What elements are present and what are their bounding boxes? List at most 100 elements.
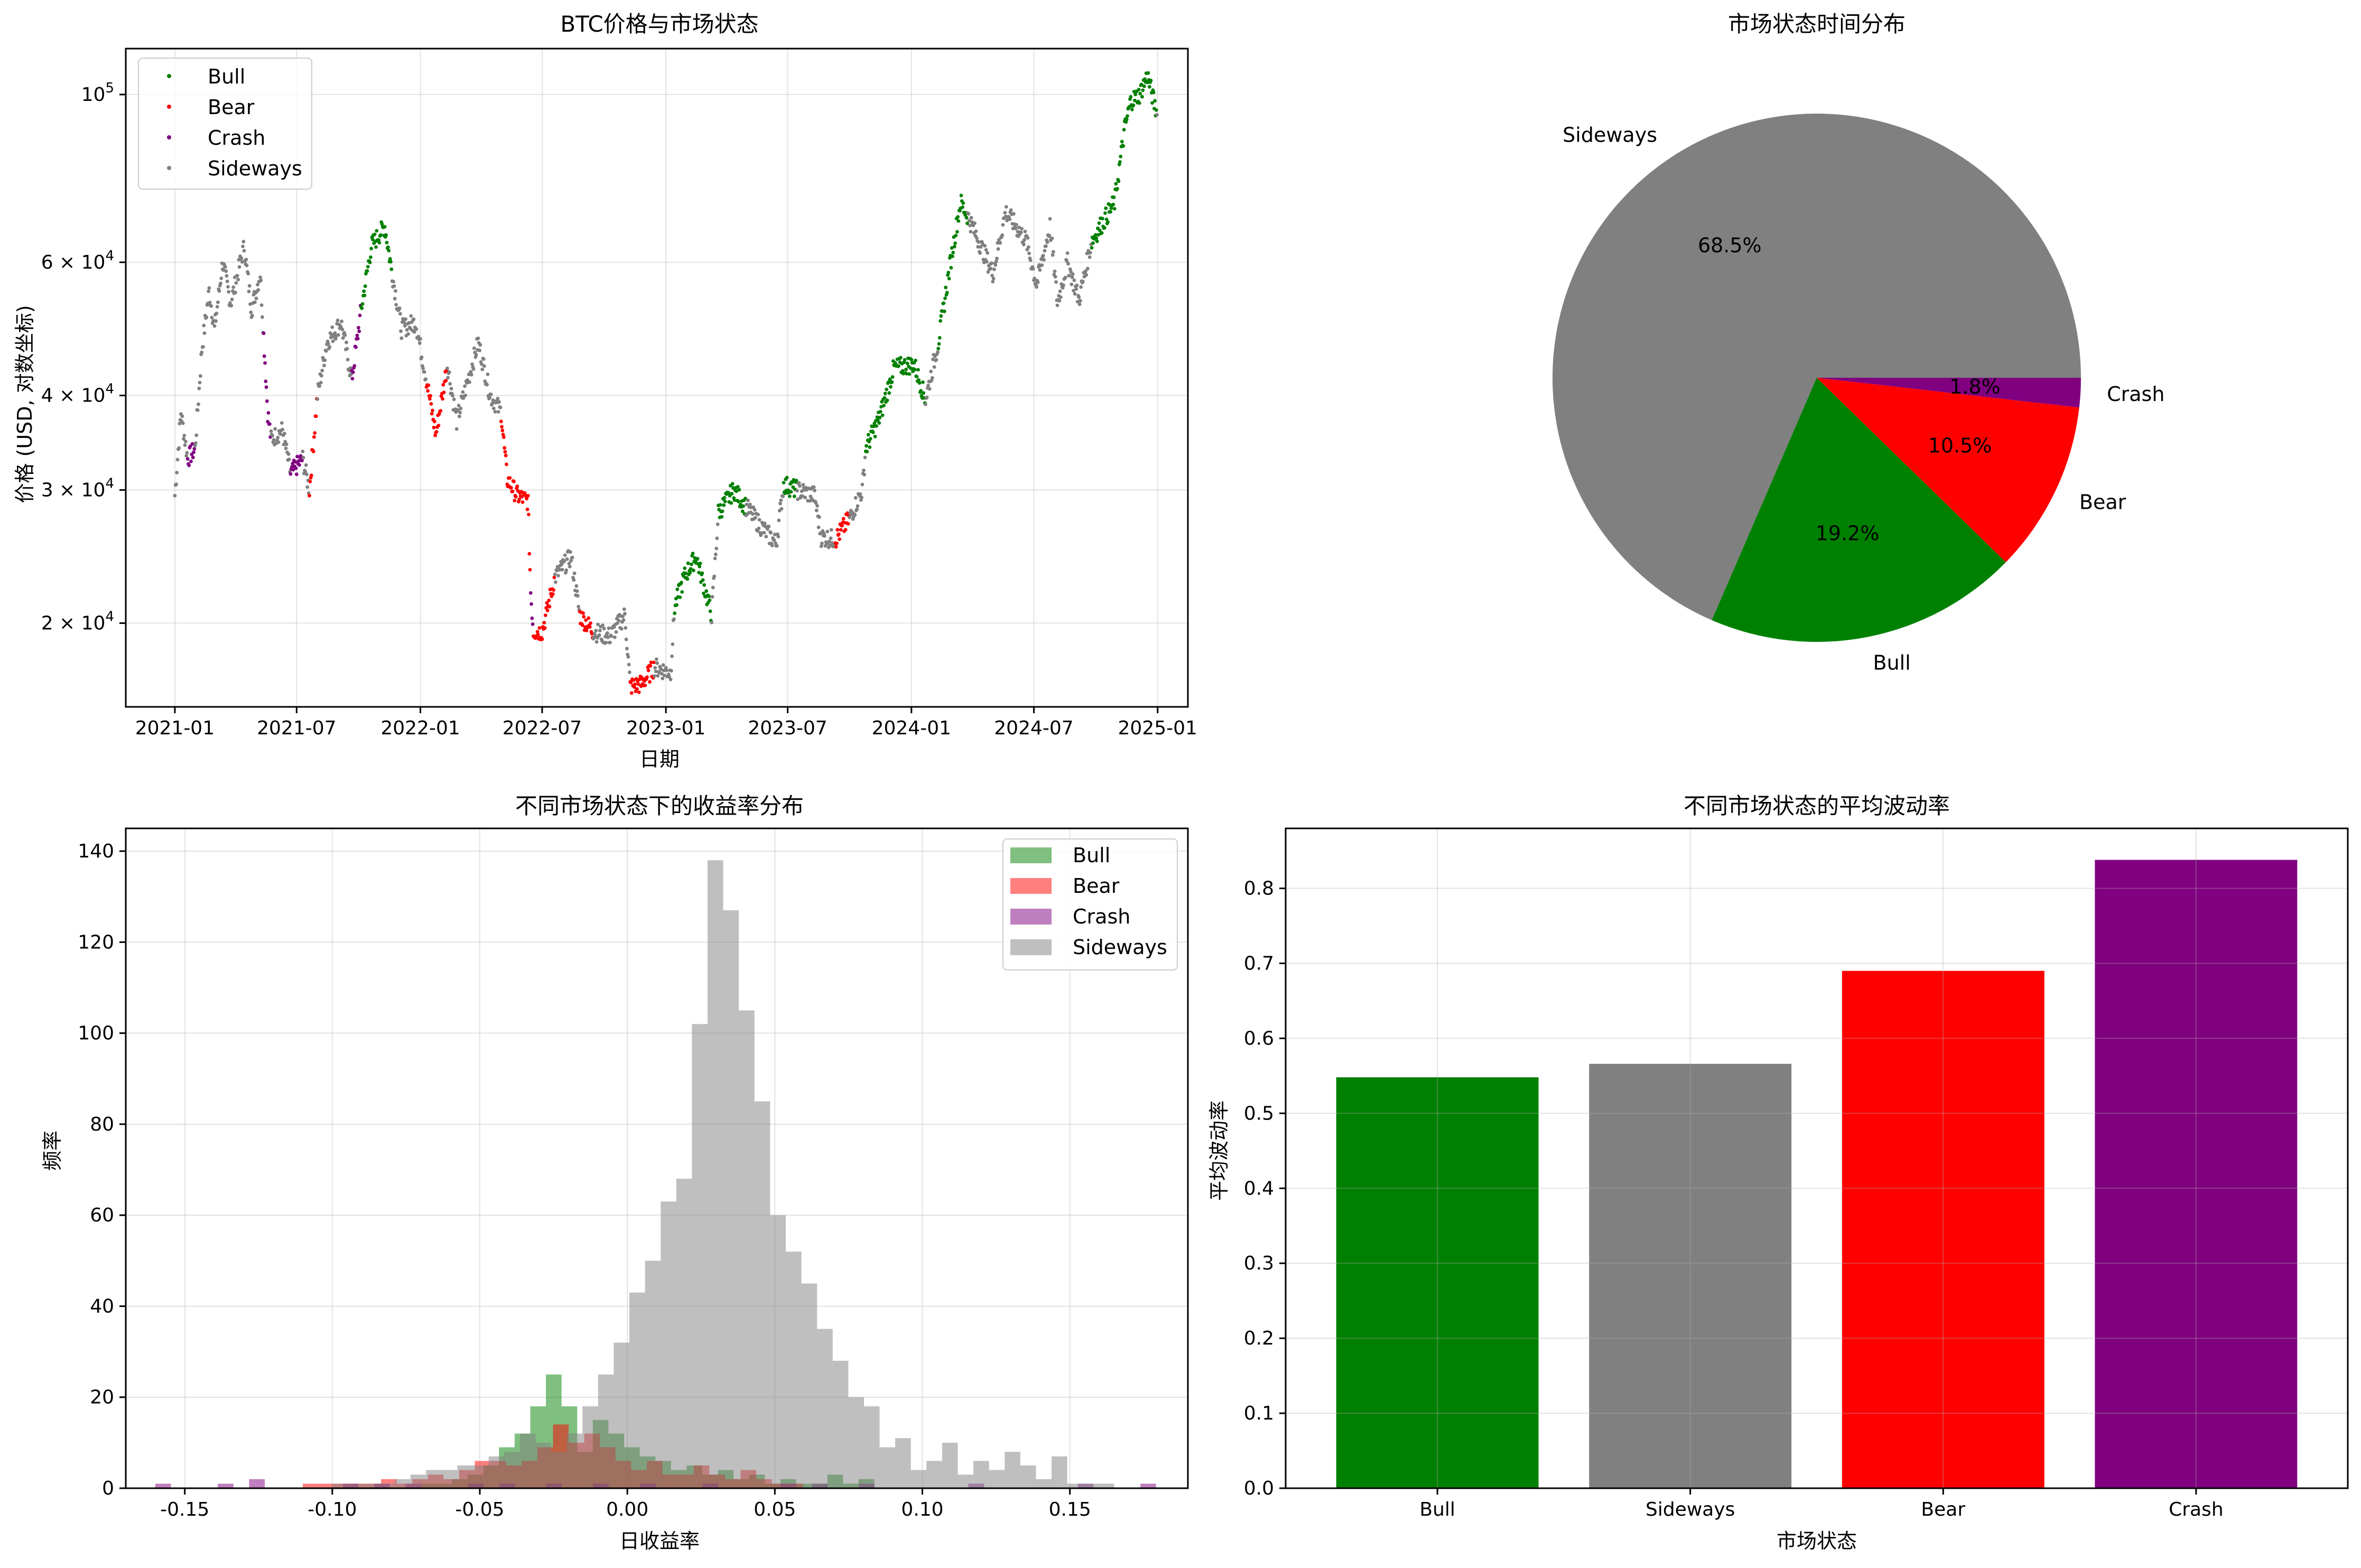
price-point-bull: [905, 361, 909, 366]
price-point-sideways: [1072, 288, 1075, 293]
price-point-sideways: [759, 531, 764, 535]
bar-chart-frame: [1285, 827, 2349, 1489]
price-point-sideways: [489, 393, 493, 396]
price-point-sideways: [407, 321, 411, 325]
price-point-bear: [633, 682, 637, 686]
price-point-sideways: [1045, 240, 1049, 244]
price-point-sideways: [272, 438, 276, 442]
price-point-sideways: [281, 427, 284, 432]
price-point-bull: [720, 515, 724, 519]
hist-bar-sideways: [786, 1252, 802, 1488]
price-point-sideways: [565, 557, 569, 561]
price-point-sideways: [1019, 230, 1023, 235]
price-point-bull: [917, 381, 922, 385]
price-point-bear: [502, 435, 506, 439]
price-point-sideways: [973, 221, 977, 225]
price-point-bull: [939, 314, 943, 318]
price-point-sideways: [480, 362, 484, 366]
price-point-sideways: [258, 275, 262, 279]
hist-legend-swatch-crash: [1010, 909, 1052, 925]
price-point-sideways: [823, 534, 826, 538]
price-point-bull: [1104, 217, 1109, 221]
price-point-bull: [1094, 236, 1099, 240]
hist-bar-sideways: [910, 1470, 927, 1488]
price-point-bull: [680, 581, 683, 584]
price-point-sideways: [627, 662, 631, 667]
price-y-tick-label: 3 × 104: [41, 475, 114, 501]
price-point-sideways: [715, 536, 719, 540]
histogram-xlabel: 日收益率: [619, 1529, 700, 1553]
hist-bar-sideways: [723, 910, 739, 1488]
price-point-sideways: [1055, 303, 1059, 307]
price-point-sideways: [927, 387, 932, 391]
price-point-sideways: [1063, 275, 1067, 279]
price-point-sideways: [287, 458, 291, 461]
price-point-sideways: [259, 278, 263, 283]
price-point-bear: [504, 453, 508, 458]
price-point-bull: [1143, 77, 1147, 81]
price-point-sideways: [1048, 217, 1052, 221]
price-point-sideways: [1089, 251, 1092, 255]
price-point-bull: [375, 229, 379, 233]
bar-x-tick-label: Crash: [2169, 1499, 2224, 1520]
price-point-sideways: [1005, 219, 1009, 222]
price-point-sideways: [1043, 249, 1047, 253]
price-point-bull: [946, 270, 951, 275]
pie-label-bull: Bull: [1873, 651, 1911, 675]
price-point-bull: [904, 367, 908, 371]
price-point-bull: [1141, 88, 1145, 92]
price-point-sideways: [200, 350, 204, 354]
bar-y-tick-label: 0.3: [1244, 1253, 1274, 1274]
price-point-bear: [308, 480, 312, 483]
price-point-sideways: [234, 291, 237, 294]
price-point-crash: [351, 370, 355, 374]
price-point-bull: [942, 301, 946, 305]
price-point-bull: [944, 285, 948, 290]
price-point-bull: [899, 356, 903, 360]
price-point-bear: [313, 431, 317, 435]
hist-y-tick-label: 60: [90, 1205, 114, 1226]
hist-bar-sideways: [1098, 1483, 1114, 1488]
price-point-sideways: [653, 666, 657, 670]
hist-bar-sideways: [410, 1474, 426, 1488]
price-point-sideways: [1004, 205, 1008, 209]
price-point-sideways: [451, 394, 455, 398]
hist-x-tick-label: 0.10: [901, 1499, 943, 1520]
price-point-sideways: [604, 641, 608, 645]
price-point-sideways: [801, 494, 804, 498]
price-point-bull: [698, 562, 702, 565]
price-point-sideways: [320, 369, 324, 372]
price-point-sideways: [621, 614, 625, 619]
price-point-sideways: [671, 642, 675, 646]
price-point-bear: [426, 389, 430, 393]
price-point-bull: [727, 491, 730, 495]
price-point-bull: [965, 221, 969, 226]
price-point-bear: [509, 486, 513, 490]
price-point-sideways: [1071, 272, 1075, 276]
price-point-bull: [698, 564, 702, 568]
price-point-sideways: [315, 397, 320, 401]
hist-bar-bear: [318, 1483, 334, 1488]
price-point-crash: [188, 444, 192, 448]
price-point-bull: [868, 445, 872, 449]
histogram-legend: Bull Bear Crash Sideways: [1002, 838, 1178, 970]
price-point-sideways: [990, 274, 994, 277]
price-point-sideways: [862, 469, 866, 472]
price-point-sideways: [623, 612, 627, 616]
price-point-sideways: [399, 336, 404, 340]
price-point-sideways: [248, 302, 252, 306]
price-point-crash: [290, 465, 294, 469]
price-x-tick-label: 2023-01: [626, 717, 705, 739]
price-point-sideways: [775, 544, 779, 548]
price-point-bull: [1098, 228, 1102, 232]
price-point-sideways: [560, 563, 564, 566]
price-point-bull: [943, 296, 947, 300]
price-point-sideways: [217, 289, 221, 293]
price-point-sideways: [929, 369, 933, 374]
price-point-bull: [937, 336, 942, 340]
price-point-sideways: [1023, 238, 1027, 242]
price-point-bull: [735, 489, 739, 493]
price-point-sideways: [936, 350, 940, 354]
price-point-sideways: [712, 574, 717, 578]
bar-y-tick-label: 0.1: [1244, 1403, 1274, 1424]
